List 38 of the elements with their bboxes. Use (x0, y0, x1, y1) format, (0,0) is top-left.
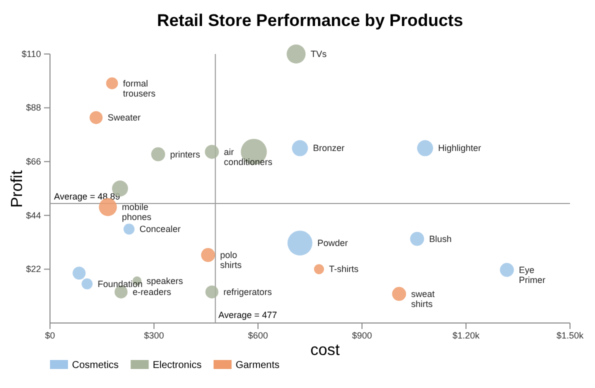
y-tick-label: $22 (26, 264, 41, 274)
legend-label: Electronics (152, 360, 202, 371)
legend-label: Cosmetics (72, 360, 119, 371)
chart-title: Retail Store Performance by Products (156, 11, 464, 30)
data-label: formal trousers (123, 78, 156, 98)
y-tick-label: $110 (22, 48, 41, 59)
data-label: Concealer (140, 224, 181, 234)
x-tick-label: $300 (144, 330, 164, 340)
legend-label: Garments (236, 360, 280, 371)
data-label: Blush (429, 234, 452, 244)
data-label: Powder (317, 238, 348, 248)
data-label: e-readers (132, 286, 172, 297)
data-label: Foundation (98, 278, 143, 289)
x-tick-label: $600 (248, 330, 268, 340)
data-label: Eye Primer (518, 264, 546, 285)
x-tick-label: $1.50k (556, 330, 584, 340)
data-label: Bronzer (312, 143, 344, 154)
data-label: air conditioners (224, 146, 273, 167)
y-tick-label: $66 (26, 156, 41, 166)
data-label: sweat shirts (411, 288, 436, 309)
x-axis-title: cost (310, 342, 340, 359)
data-label: T-shirts (329, 264, 360, 274)
y-tick-label: $44 (26, 210, 41, 220)
ref-line-label: Average = 477 (218, 310, 277, 320)
data-label: speakers (146, 276, 184, 286)
data-label: printers (170, 149, 201, 160)
x-tick-label: $900 (352, 330, 372, 340)
data-label: Sweater (108, 112, 141, 123)
ref-line-label: Average = 48.89 (54, 191, 120, 202)
y-axis-title: Profit (9, 170, 26, 208)
y-tick-label: $88 (26, 102, 41, 113)
data-label: Highlighter (438, 143, 482, 154)
data-label: refrigerators (223, 286, 272, 297)
x-tick-label: $0 (44, 330, 56, 340)
x-tick-label: $1.20k (452, 330, 480, 340)
data-label: polo shirts (220, 250, 242, 270)
data-label: mobile phones (122, 202, 152, 222)
data-label: TVs (310, 49, 328, 59)
